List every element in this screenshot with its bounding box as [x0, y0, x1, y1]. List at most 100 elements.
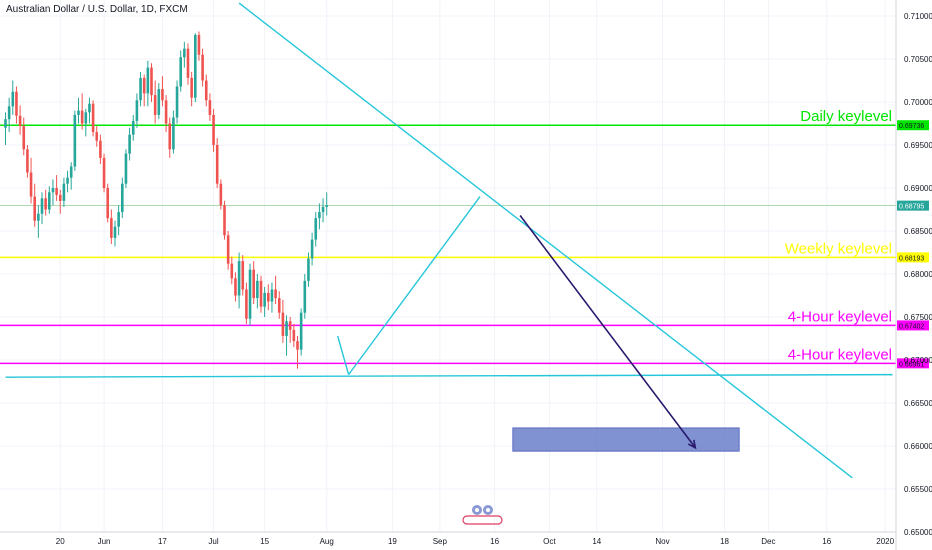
y-tick-label: 0.70000 — [904, 98, 932, 107]
candle-body — [113, 226, 117, 238]
level-label: 4-Hour keylevel — [788, 346, 892, 363]
current-price-tag-text: 0.68795 — [899, 204, 924, 211]
candle-body — [226, 235, 230, 264]
candle-body — [248, 269, 252, 319]
candle-body — [153, 95, 157, 115]
x-tick-label: 14 — [592, 537, 601, 546]
candle-body — [62, 183, 66, 201]
candle-body — [77, 110, 80, 115]
y-axis-ticks: 0.71000 0.70500 0.70000 0.69500 0.69000 0.685… — [904, 12, 932, 537]
candle-body — [161, 89, 164, 101]
candle-body — [172, 117, 175, 150]
candle-body — [117, 212, 120, 227]
trendline — [238, 2, 853, 479]
candle-body — [186, 48, 190, 78]
candle-body — [33, 196, 36, 221]
x-tick-label: 17 — [158, 537, 167, 546]
y-tick-label: 0.70500 — [904, 55, 932, 64]
candle-body — [37, 213, 40, 221]
candle-body — [110, 218, 113, 238]
candle-body — [208, 100, 212, 115]
candle-body — [303, 280, 307, 313]
candle-body — [288, 321, 292, 330]
candle-body — [263, 292, 266, 307]
candle-body — [274, 289, 277, 299]
candle-body — [299, 312, 303, 350]
candle-body — [252, 269, 255, 299]
candle-body — [99, 140, 102, 158]
candle-body — [150, 67, 153, 96]
x-tick-label: Dec — [761, 537, 775, 546]
candle-body — [22, 126, 26, 150]
candle-body — [201, 54, 204, 81]
candle-body — [307, 258, 310, 281]
candle-body — [197, 34, 201, 55]
candle-body — [121, 183, 124, 213]
candle-body — [259, 280, 263, 307]
candle-body — [223, 205, 226, 236]
candle-body — [318, 212, 321, 219]
candle-body — [179, 57, 182, 87]
y-tick-label: 0.69000 — [904, 184, 932, 193]
candle-body — [91, 103, 95, 133]
candle-body — [285, 321, 288, 336]
level-price-tag — [897, 120, 929, 131]
candle-body — [292, 329, 296, 342]
x-tick-label: Jul — [208, 537, 218, 546]
candles — [4, 31, 328, 369]
candle-body — [106, 188, 109, 219]
level-price-tag — [897, 358, 929, 369]
candle-body — [95, 132, 99, 141]
tradingview-logo — [462, 505, 503, 525]
x-tick-label: 16 — [822, 537, 831, 546]
candle-body — [146, 67, 150, 94]
candle-body — [84, 112, 88, 124]
x-tick-label: 18 — [720, 537, 729, 546]
projection-arrow — [519, 215, 696, 449]
level-label: Weekly keylevel — [785, 240, 892, 257]
x-tick-label: Sep — [433, 537, 448, 546]
x-tick-label: Aug — [320, 537, 334, 546]
y-tick-label: 0.68000 — [904, 270, 932, 279]
x-tick-label: Jun — [98, 537, 111, 546]
candle-body — [321, 206, 325, 213]
candle-body — [18, 115, 22, 127]
level-price-tag-text: 0.67402 — [899, 323, 924, 330]
y-tick-label: 0.66500 — [904, 399, 932, 408]
candle-body — [58, 194, 62, 201]
chart-title: Australian Dollar / U.S. Dollar, 1D, FXC… — [6, 4, 188, 15]
level-label: 4-Hour keylevel — [788, 308, 892, 325]
candle-body — [175, 86, 179, 118]
candle-body — [88, 103, 91, 113]
trendlines — [5, 2, 893, 479]
x-tick-label: 20 — [56, 537, 65, 546]
candle-body — [190, 77, 193, 98]
x-tick-label: Nov — [655, 537, 669, 546]
candle-body — [73, 114, 77, 167]
level-label: Daily keylevel — [800, 108, 892, 125]
candle-body — [314, 218, 318, 240]
x-tick-label: 16 — [490, 537, 499, 546]
target-zone — [512, 427, 740, 452]
level-price-tag — [897, 252, 929, 263]
y-tick-label: 0.65000 — [904, 528, 932, 537]
candle-body — [4, 119, 7, 128]
trendline — [348, 196, 481, 376]
y-tick-label: 0.66000 — [904, 442, 932, 451]
candle-body — [55, 188, 58, 195]
x-axis-ticks: 20 Jun 17 Jul 15 Aug 19 Sep 16 Oct 14 Nov 18 Dec 16 202… — [56, 537, 895, 546]
y-tick-label: 0.67500 — [904, 313, 932, 322]
candle-body — [230, 263, 234, 279]
candle-body — [296, 341, 299, 350]
x-tick-label: Oct — [543, 537, 556, 546]
candle-body — [237, 261, 241, 296]
x-tick-label: 19 — [388, 537, 397, 546]
candle-body — [135, 100, 139, 121]
candle-body — [245, 289, 248, 319]
level-price-tag — [897, 320, 929, 331]
candle-body — [26, 149, 29, 173]
y-tick-label: 0.71000 — [904, 12, 932, 21]
projection-arrow-head — [687, 439, 697, 450]
candle-body — [11, 91, 15, 107]
candle-body — [270, 289, 274, 302]
